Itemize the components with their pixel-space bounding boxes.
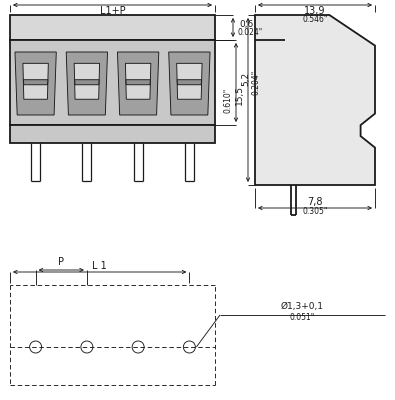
Polygon shape [177, 80, 201, 85]
Bar [10, 125, 215, 143]
Polygon shape [255, 15, 375, 185]
Text: L 1: L 1 [92, 261, 107, 271]
Text: L1+P: L1+P [100, 6, 125, 16]
Text: 15,5: 15,5 [235, 85, 243, 105]
Polygon shape [126, 63, 151, 99]
Bar [10, 15, 215, 40]
Text: 0.546": 0.546" [302, 14, 328, 24]
Polygon shape [74, 63, 100, 99]
Text: 13,9: 13,9 [304, 6, 326, 16]
Text: 0.051": 0.051" [290, 314, 315, 322]
Polygon shape [75, 80, 99, 85]
Text: 0.024": 0.024" [237, 28, 263, 37]
Text: 5,2: 5,2 [241, 72, 250, 86]
Text: 0.204": 0.204" [252, 70, 260, 95]
Polygon shape [117, 52, 159, 115]
Text: P: P [58, 257, 64, 267]
Bar [10, 40, 215, 125]
Polygon shape [169, 52, 210, 115]
Polygon shape [23, 63, 48, 99]
Polygon shape [126, 80, 150, 85]
Text: 0,6: 0,6 [239, 20, 253, 29]
Text: 7,8: 7,8 [307, 197, 323, 207]
Polygon shape [15, 52, 56, 115]
Text: Ø1,3+0,1: Ø1,3+0,1 [281, 302, 324, 312]
Polygon shape [23, 80, 48, 85]
Text: 0.610": 0.610" [224, 87, 233, 113]
Text: 0.305": 0.305" [302, 208, 328, 216]
Polygon shape [177, 63, 202, 99]
Polygon shape [66, 52, 107, 115]
